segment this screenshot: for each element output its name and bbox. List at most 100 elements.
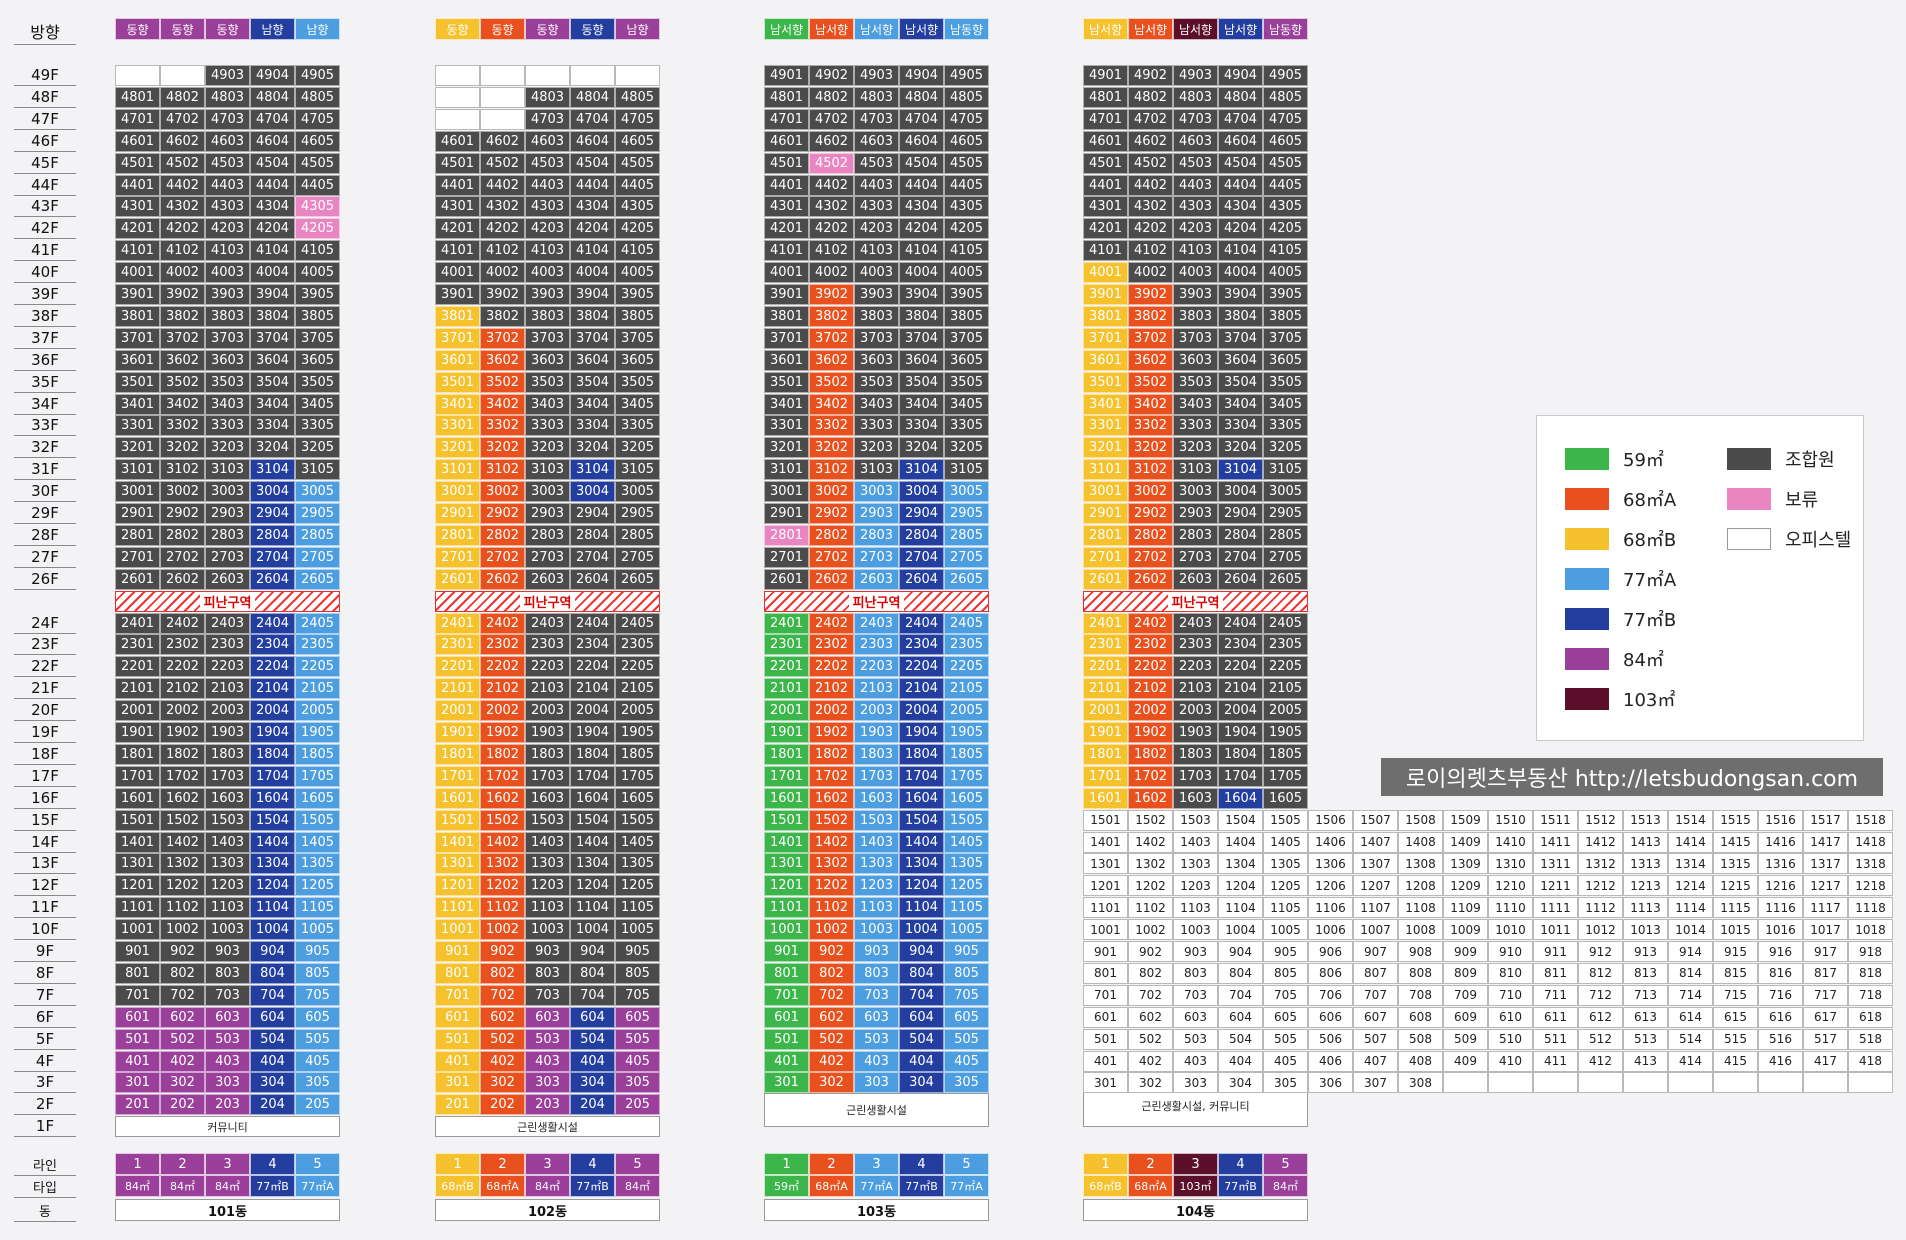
unit-cell: 4501 [1083, 152, 1128, 174]
unit-cell: 3804 [899, 305, 944, 327]
unit-cell: 4304 [250, 196, 295, 218]
unit-cell: 1004 [570, 919, 615, 941]
unit-cell: 203 [525, 1094, 570, 1116]
unit-cell: 2705 [1263, 546, 1308, 568]
unit-cell: 4104 [1218, 240, 1263, 262]
unit-cell: 3502 [160, 371, 205, 393]
legend-swatch [1565, 488, 1609, 510]
floor-label: 6F [14, 1007, 76, 1028]
unit-cell: 502 [160, 1028, 205, 1050]
unit-cell: 4305 [615, 196, 660, 218]
legend-swatch [1565, 648, 1609, 670]
unit-cell: 3801 [435, 305, 480, 327]
office-cell: 1513 [1623, 809, 1668, 831]
office-cell: 409 [1443, 1050, 1488, 1072]
unit-cell: 1003 [525, 919, 570, 941]
office-cell: 1504 [1218, 809, 1263, 831]
unit-cell: 4704 [899, 108, 944, 130]
unit-cell: 4103 [525, 240, 570, 262]
unit-cell: 3602 [480, 349, 525, 371]
unit-cell: 1401 [115, 831, 160, 853]
unit-cell: 1001 [115, 919, 160, 941]
unit-cell: 2704 [250, 546, 295, 568]
unit-cell: 602 [160, 1006, 205, 1028]
unit-cell: 4203 [205, 218, 250, 240]
legend-item: 조합원 [1727, 446, 1835, 472]
unit-cell: 1205 [615, 875, 660, 897]
floor-label: 38F [14, 306, 76, 327]
office-cell: 1209 [1443, 875, 1488, 897]
unit-cell: 1603 [1173, 787, 1218, 809]
unit-cell: 3902 [160, 284, 205, 305]
floor-label: 37F [14, 328, 76, 349]
unit-cell: 4602 [160, 130, 205, 152]
office-cell: 1508 [1398, 809, 1443, 831]
unit-cell: 1201 [115, 875, 160, 897]
office-cell: 417 [1803, 1050, 1848, 1072]
unit-cell: 3505 [615, 371, 660, 393]
unit-cell: 1505 [615, 809, 660, 831]
unit-cell: 4101 [115, 240, 160, 262]
unit-cell: 2804 [250, 524, 295, 546]
unit-cell: 1604 [570, 787, 615, 809]
direction-header: 동향 [435, 18, 480, 40]
unit-cell: 805 [944, 962, 989, 984]
unit-cell: 1403 [205, 831, 250, 853]
office-cell: 418 [1848, 1050, 1893, 1072]
unit-cell: 803 [205, 962, 250, 984]
unit-type: 68㎡B [435, 1175, 480, 1197]
unit-cell: 4201 [115, 218, 160, 240]
unit-cell: 4403 [1173, 174, 1218, 196]
office-cell: 1104 [1218, 897, 1263, 919]
unit-cell: 205 [295, 1094, 340, 1116]
unit-cell: 4905 [295, 65, 340, 86]
unit-cell: 503 [525, 1028, 570, 1050]
unit-cell: 1503 [854, 809, 899, 831]
unit-cell: 3701 [435, 327, 480, 349]
unit-cell: 2302 [160, 634, 205, 656]
office-cell: 415 [1713, 1050, 1758, 1072]
unit-cell: 3603 [854, 349, 899, 371]
unit-cell: 1003 [854, 919, 899, 941]
unit-cell: 1201 [764, 875, 809, 897]
unit-cell: 1904 [899, 722, 944, 743]
unit-cell: 1605 [944, 787, 989, 809]
unit-cell: 4104 [570, 240, 615, 262]
unit-cell-empty [480, 65, 525, 86]
unit-cell: 1103 [525, 897, 570, 919]
unit-cell: 405 [295, 1050, 340, 1072]
legend-item: 오피스텔 [1727, 526, 1851, 552]
unit-cell: 2103 [854, 678, 899, 700]
unit-cell: 405 [615, 1050, 660, 1072]
unit-cell: 601 [764, 1006, 809, 1028]
floor-label: 9F [14, 941, 76, 962]
unit-cell: 4302 [809, 196, 854, 218]
unit-cell: 3404 [250, 393, 295, 415]
line-number: 5 [944, 1153, 989, 1175]
unit-cell: 3404 [899, 393, 944, 415]
unit-type: 68㎡A [809, 1175, 854, 1197]
unit-cell: 2003 [525, 700, 570, 722]
office-cell: 301 [1083, 1072, 1128, 1094]
unit-cell: 3504 [1218, 371, 1263, 393]
unit-cell: 4705 [1263, 108, 1308, 130]
unit-cell: 703 [854, 984, 899, 1006]
office-cell: 1403 [1173, 831, 1218, 853]
unit-cell: 2602 [480, 568, 525, 590]
unit-cell: 3904 [570, 284, 615, 305]
unit-cell: 4701 [115, 108, 160, 130]
office-cell: 1303 [1173, 853, 1218, 875]
unit-cell: 4503 [854, 152, 899, 174]
direction-header: 남동향 [1263, 18, 1308, 40]
unit-cell: 3202 [809, 437, 854, 459]
unit-cell: 3601 [764, 349, 809, 371]
unit-cell: 401 [115, 1050, 160, 1072]
unit-cell: 2104 [1218, 678, 1263, 700]
unit-cell: 1001 [435, 919, 480, 941]
office-cell: 1106 [1308, 897, 1353, 919]
unit-cell: 903 [525, 941, 570, 962]
office-cell: 1005 [1263, 919, 1308, 941]
unit-cell: 2402 [809, 612, 854, 634]
unit-cell: 2402 [480, 612, 525, 634]
unit-cell: 2402 [1128, 612, 1173, 634]
